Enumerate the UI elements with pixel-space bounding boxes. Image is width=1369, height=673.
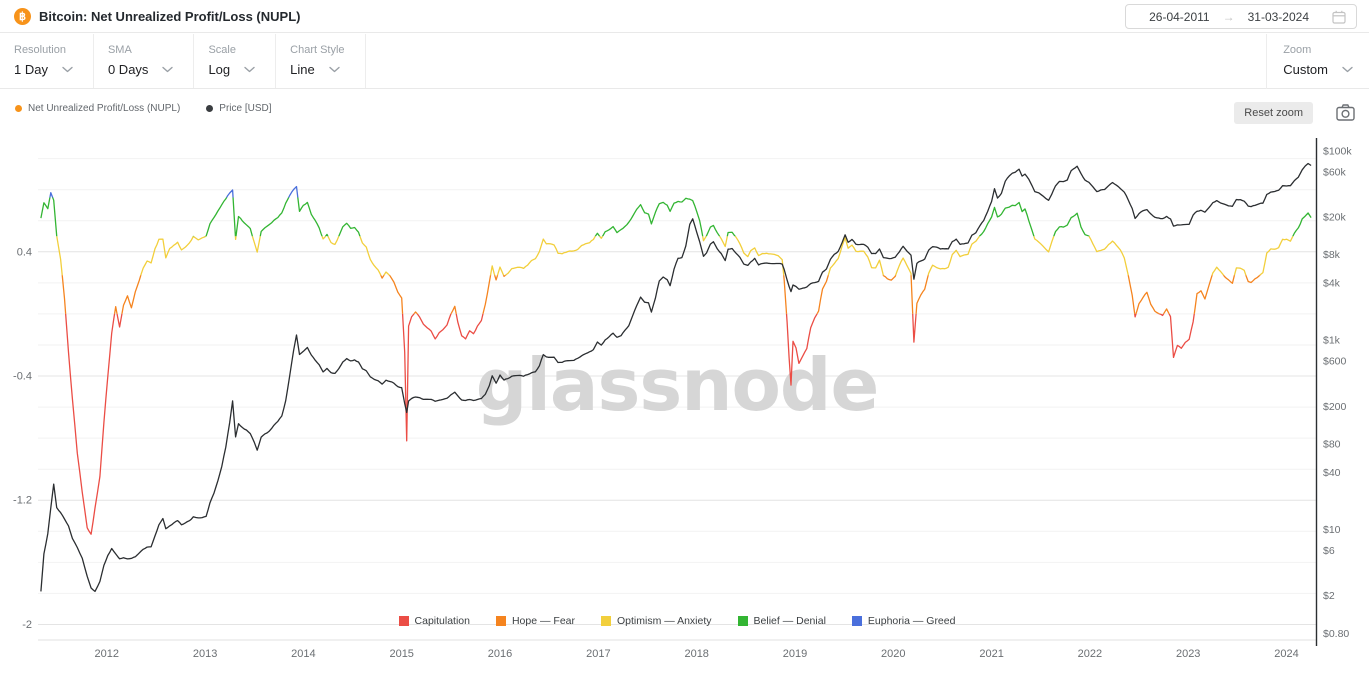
- bitcoin-icon: ฿: [14, 7, 31, 25]
- chart-header: ฿ Bitcoin: Net Unrealized Profit/Loss (N…: [0, 0, 1369, 33]
- nupl-series-path: [40, 197, 1312, 237]
- price-axis-tick-label: $60k: [1323, 166, 1347, 178]
- x-axis-tick-label: 2018: [684, 648, 708, 660]
- dropdown-value: 1 Day: [14, 62, 48, 77]
- nupl-series-path: [56, 236, 1294, 276]
- end-date-input[interactable]: 31-03-2024: [1247, 9, 1309, 24]
- dropdown-label: Scale: [208, 44, 236, 56]
- dropdown-value: Line: [290, 62, 315, 77]
- x-axis-tick-label: 2013: [193, 648, 217, 660]
- nupl-axis-tick-label: 0.4: [17, 246, 32, 258]
- series-color-dot: [206, 105, 214, 112]
- dropdown-value: Log: [208, 62, 231, 77]
- price-axis-tick-label: $200: [1323, 401, 1347, 413]
- chevron-down-icon: [244, 66, 255, 73]
- calendar-icon: [1332, 10, 1346, 24]
- band-color-swatch: [398, 616, 409, 626]
- price-axis-tick-label: $0.80: [1323, 628, 1349, 640]
- price-axis-tick-label: $1k: [1323, 335, 1341, 347]
- price-series-path: [40, 162, 1312, 593]
- resolution-dropdown[interactable]: Resolution 1 Day: [0, 34, 94, 88]
- nupl-axis-tick-label: -2: [22, 619, 32, 631]
- price-axis-tick-label: $20k: [1323, 212, 1347, 224]
- dropdown-label: Chart Style: [290, 44, 345, 56]
- dropdown-label: Zoom: [1283, 44, 1312, 56]
- x-axis-tick-label: 2017: [586, 648, 610, 660]
- chart-style-dropdown[interactable]: Chart Style Line: [276, 34, 366, 88]
- band-color-swatch: [495, 616, 506, 626]
- band-legend-label: Euphoria — Greed: [867, 615, 956, 627]
- series-legend-item-nupl[interactable]: Net Unrealized Profit/Loss (NUPL): [15, 103, 180, 114]
- price-axis-tick-label: $600: [1323, 356, 1347, 368]
- price-axis-tick-label: $8k: [1323, 249, 1341, 261]
- x-axis-tick-label: 2015: [389, 648, 413, 660]
- nupl-series-path: [49, 185, 299, 198]
- chevron-down-icon: [329, 66, 340, 73]
- chevron-down-icon: [1342, 66, 1353, 73]
- chevron-down-icon: [62, 66, 73, 73]
- x-axis-tick-label: 2016: [488, 648, 512, 660]
- series-color-dot: [15, 105, 22, 112]
- dropdown-label: Resolution: [14, 44, 66, 56]
- band-legend-label: Hope — Fear: [511, 615, 575, 627]
- x-axis-tick-label: 2019: [783, 648, 807, 660]
- price-axis-tick-label: $6: [1323, 545, 1335, 557]
- price-axis-tick-label: $10: [1323, 524, 1341, 536]
- x-axis-tick-label: 2021: [979, 648, 1003, 660]
- nupl-series-path: [64, 313, 1195, 535]
- band-color-swatch: [851, 616, 862, 626]
- date-range-arrow-icon: →: [1222, 9, 1235, 24]
- nupl-axis-tick-label: -1.2: [13, 495, 32, 507]
- page-title: Bitcoin: Net Unrealized Profit/Loss (NUP…: [39, 8, 301, 24]
- band-legend-item[interactable]: Optimism — Anxiety: [601, 615, 712, 627]
- price-axis-tick-label: $40: [1323, 467, 1341, 479]
- band-legend-item[interactable]: Belief — Denial: [737, 615, 826, 627]
- reset-zoom-button[interactable]: Reset zoom: [1234, 102, 1313, 124]
- series-legend: Net Unrealized Profit/Loss (NUPL) Price …: [15, 103, 272, 114]
- band-legend-label: Optimism — Anxiety: [617, 615, 712, 627]
- nupl-band-legend: Capitulation Hope — Fear Optimism — Anxiet…: [38, 615, 1316, 627]
- dropdown-label: SMA: [107, 44, 132, 56]
- zoom-dropdown[interactable]: Zoom Custom: [1266, 34, 1369, 89]
- x-axis-tick-label: 2020: [881, 648, 905, 660]
- price-axis-tick-label: $80: [1323, 439, 1341, 451]
- dropdown-value: 0 Days: [107, 62, 149, 77]
- band-color-swatch: [737, 616, 748, 626]
- x-axis-tick-label: 2012: [95, 648, 119, 660]
- series-legend-label: Net Unrealized Profit/Loss (NUPL): [28, 103, 181, 114]
- glassnode-watermark: glassnode: [476, 343, 879, 427]
- price-axis-tick-label: $2: [1323, 590, 1335, 602]
- series-legend-item-price[interactable]: Price [USD]: [206, 103, 272, 114]
- date-range-picker[interactable]: 26-04-2011 → 31-03-2024: [1125, 4, 1357, 29]
- x-axis-tick-label: 2014: [291, 648, 315, 660]
- band-legend-label: Belief — Denial: [753, 615, 826, 627]
- x-axis-tick-label: 2023: [1176, 648, 1200, 660]
- sma-dropdown[interactable]: SMA 0 Days: [94, 34, 195, 88]
- camera-icon[interactable]: [1336, 104, 1355, 121]
- price-axis-tick-label: $100k: [1323, 145, 1352, 157]
- series-legend-label: Price [USD]: [219, 103, 272, 114]
- band-legend-label: Capitulation: [414, 615, 470, 627]
- chart-toolbar: Resolution 1 Day SMA 0 Days Scale Log Ch…: [0, 34, 1369, 89]
- nupl-series-path: [61, 275, 1261, 314]
- start-date-input[interactable]: 26-04-2011: [1149, 9, 1210, 24]
- x-axis-tick-label: 2022: [1078, 648, 1102, 660]
- x-axis-tick-label: 2024: [1274, 648, 1298, 660]
- band-legend-item[interactable]: Hope — Fear: [495, 615, 575, 627]
- scale-dropdown[interactable]: Scale Log: [194, 34, 277, 88]
- dropdown-value: Custom: [1283, 62, 1328, 77]
- price-axis-tick-label: $4k: [1323, 278, 1341, 290]
- band-color-swatch: [601, 616, 611, 626]
- chevron-down-icon: [162, 66, 174, 73]
- band-legend-item[interactable]: Capitulation: [398, 615, 470, 627]
- nupl-axis-tick-label: -0.4: [13, 371, 32, 383]
- band-legend-item[interactable]: Euphoria — Greed: [851, 615, 956, 627]
